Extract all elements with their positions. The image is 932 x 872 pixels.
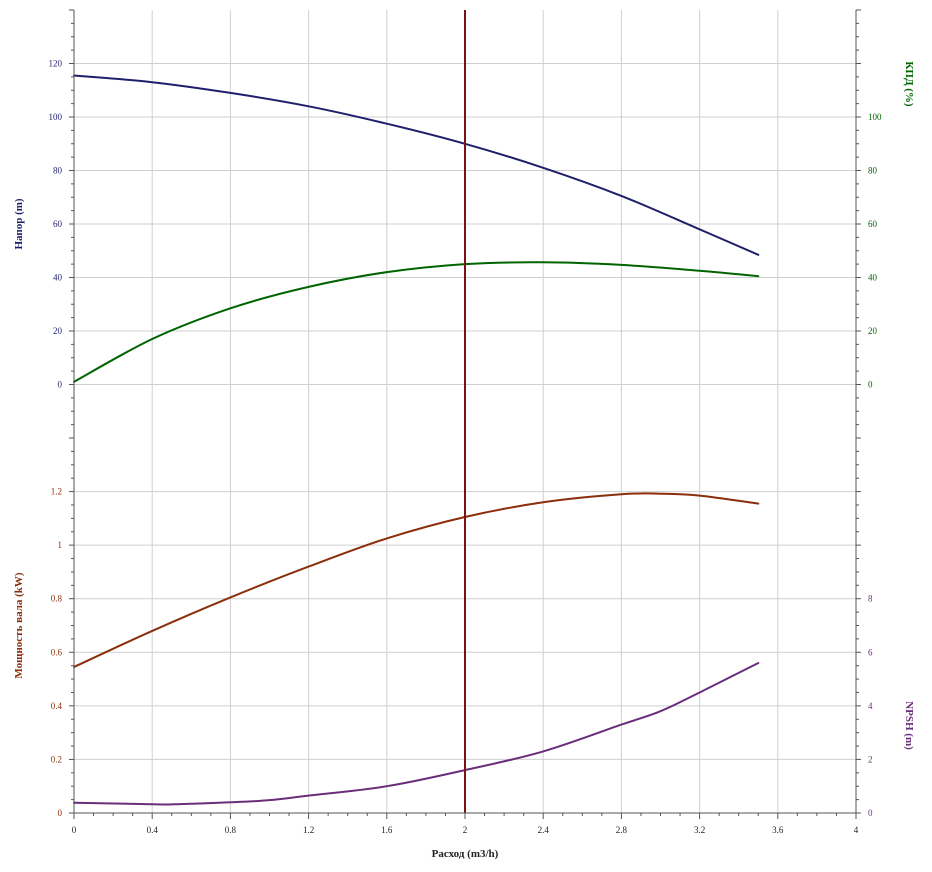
left-tick-label: 100 [49, 112, 63, 122]
right-tick-label: 4 [868, 701, 873, 711]
tick-labels: 0 0.4 0.8 1.2 1.6 2 2.4 2.8 3.2 3.6 40204060801001… [49, 59, 883, 836]
efficiency-curve [73, 261, 760, 383]
left-tick-label: 80 [53, 166, 63, 176]
left-tick-label: 0.6 [51, 647, 63, 657]
right-axis-title: КПД (%) [903, 61, 915, 107]
left-tick-label: 1.2 [51, 487, 62, 497]
npsh-curve [73, 662, 760, 806]
x-tick-label: 3.2 [694, 825, 705, 835]
right-tick-label: 100 [868, 112, 882, 122]
x-tick-label: 1.2 [303, 825, 314, 835]
right-tick-label: 2 [868, 754, 873, 764]
axis-titles: Расход (m3/h) Напор (m) КПД (%) Мощность ва… [13, 61, 915, 860]
left-tick-label: 1 [58, 540, 63, 550]
series-layer [73, 10, 760, 813]
left-tick-label: 120 [49, 59, 63, 69]
x-tick-label: 2.4 [538, 825, 550, 835]
head-curve [73, 74, 760, 256]
left-axis-title: Напор (m) [13, 198, 25, 249]
left-tick-label: 0.2 [51, 754, 62, 764]
left-tick-label: 20 [53, 326, 63, 336]
x-tick-label: 0.4 [147, 825, 159, 835]
left-tick-label: 0.4 [51, 701, 63, 711]
left-tick-label: 0.8 [51, 594, 63, 604]
left-tick-label: 40 [53, 273, 63, 283]
x-tick-label: 0.8 [225, 825, 237, 835]
x-tick-label: 1.6 [381, 825, 393, 835]
axes [69, 9, 861, 819]
x-tick-label: 2.8 [616, 825, 628, 835]
right-tick-label: 80 [868, 166, 878, 176]
left-tick-label: 0 [58, 380, 63, 390]
right-tick-label: 40 [868, 273, 878, 283]
left-tick-label: 0 [58, 808, 63, 818]
right-tick-label: 20 [868, 326, 878, 336]
left-tick-label: 60 [53, 219, 63, 229]
x-axis-title: Расход (m3/h) [432, 848, 499, 860]
right-axis-title: NPSH (m) [903, 701, 915, 750]
x-tick-label: 4 [854, 825, 859, 835]
right-tick-label: 6 [868, 647, 873, 657]
x-tick-label: 2 [463, 825, 468, 835]
x-tick-label: 0 [72, 825, 77, 835]
power-curve [73, 492, 760, 668]
right-tick-label: 0 [868, 380, 873, 390]
right-tick-label: 60 [868, 219, 878, 229]
right-tick-label: 8 [868, 594, 873, 604]
left-axis-title: Мощность вала (kW) [13, 572, 25, 678]
x-tick-label: 3.6 [772, 825, 784, 835]
right-tick-label: 0 [868, 808, 873, 818]
